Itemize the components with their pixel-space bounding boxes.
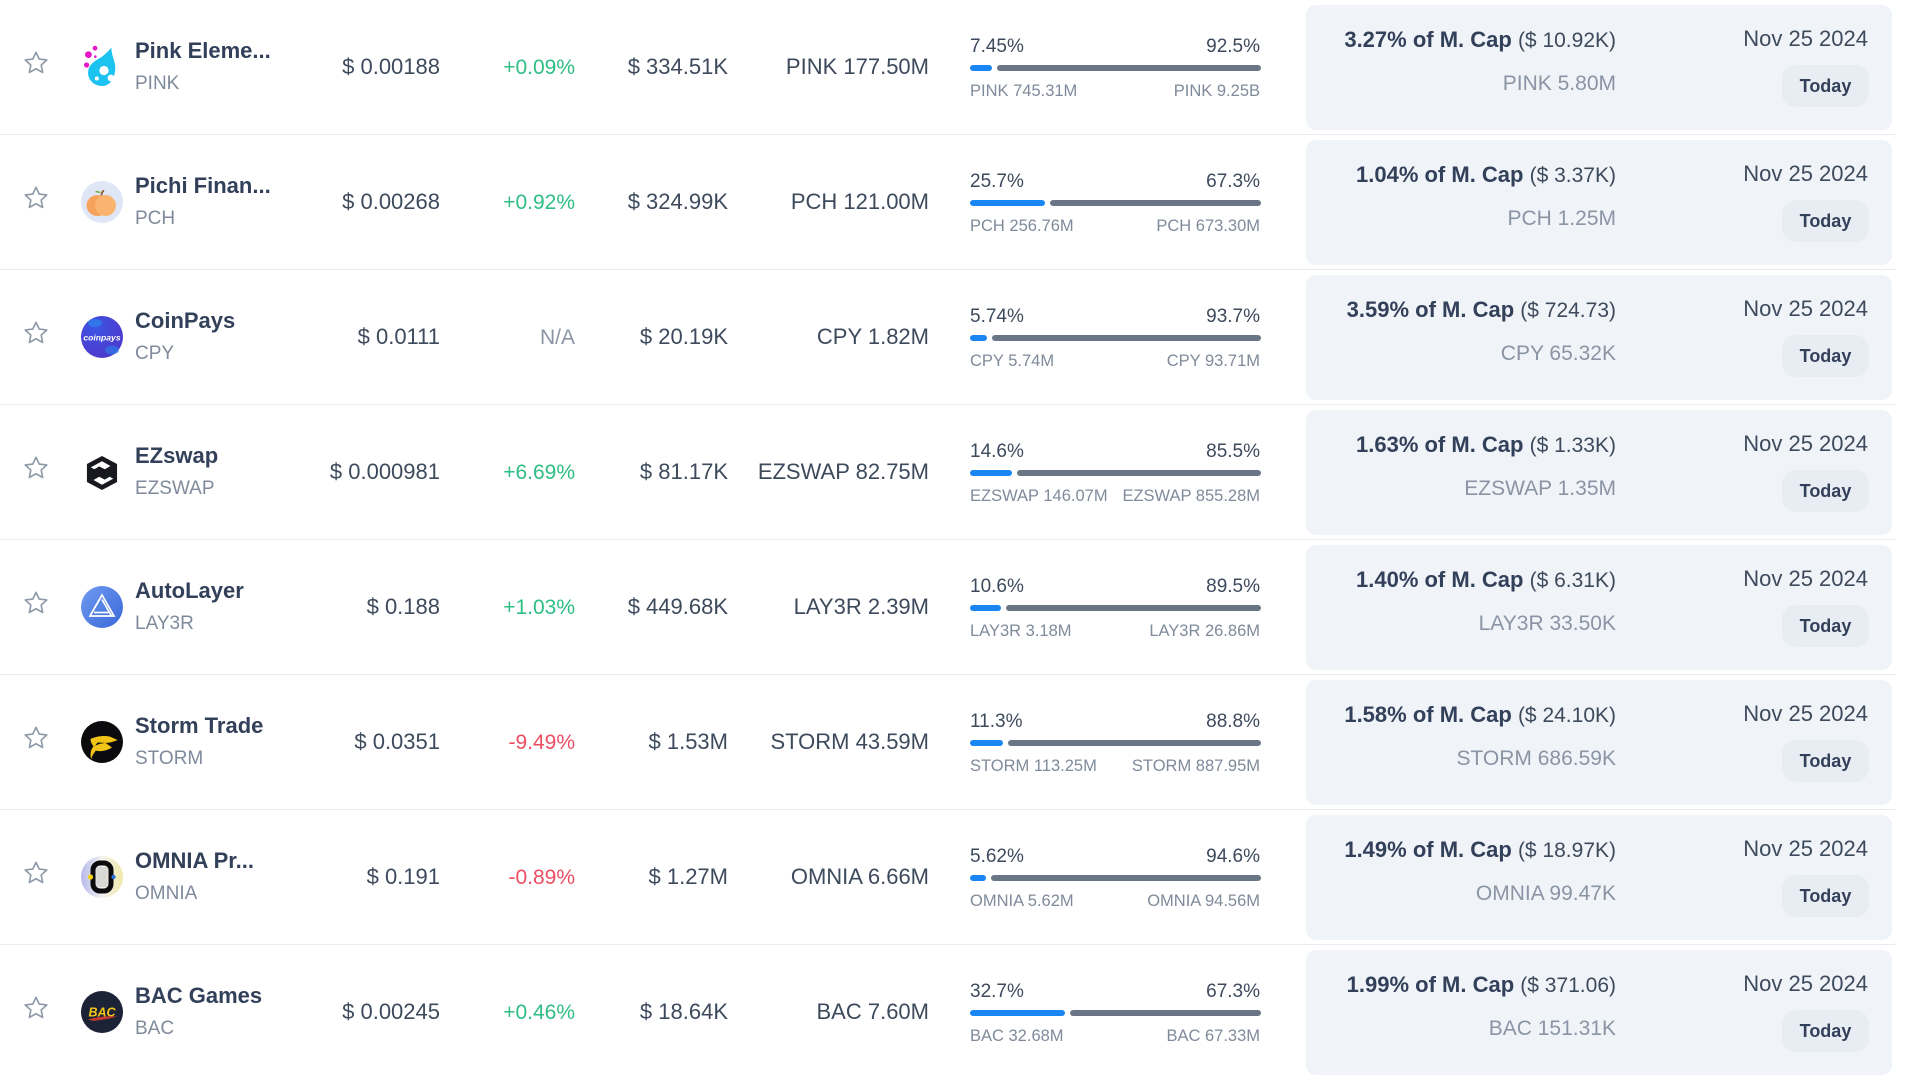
svg-text:coinpays: coinpays: [83, 333, 120, 343]
svg-text:BAC: BAC: [88, 1006, 116, 1020]
